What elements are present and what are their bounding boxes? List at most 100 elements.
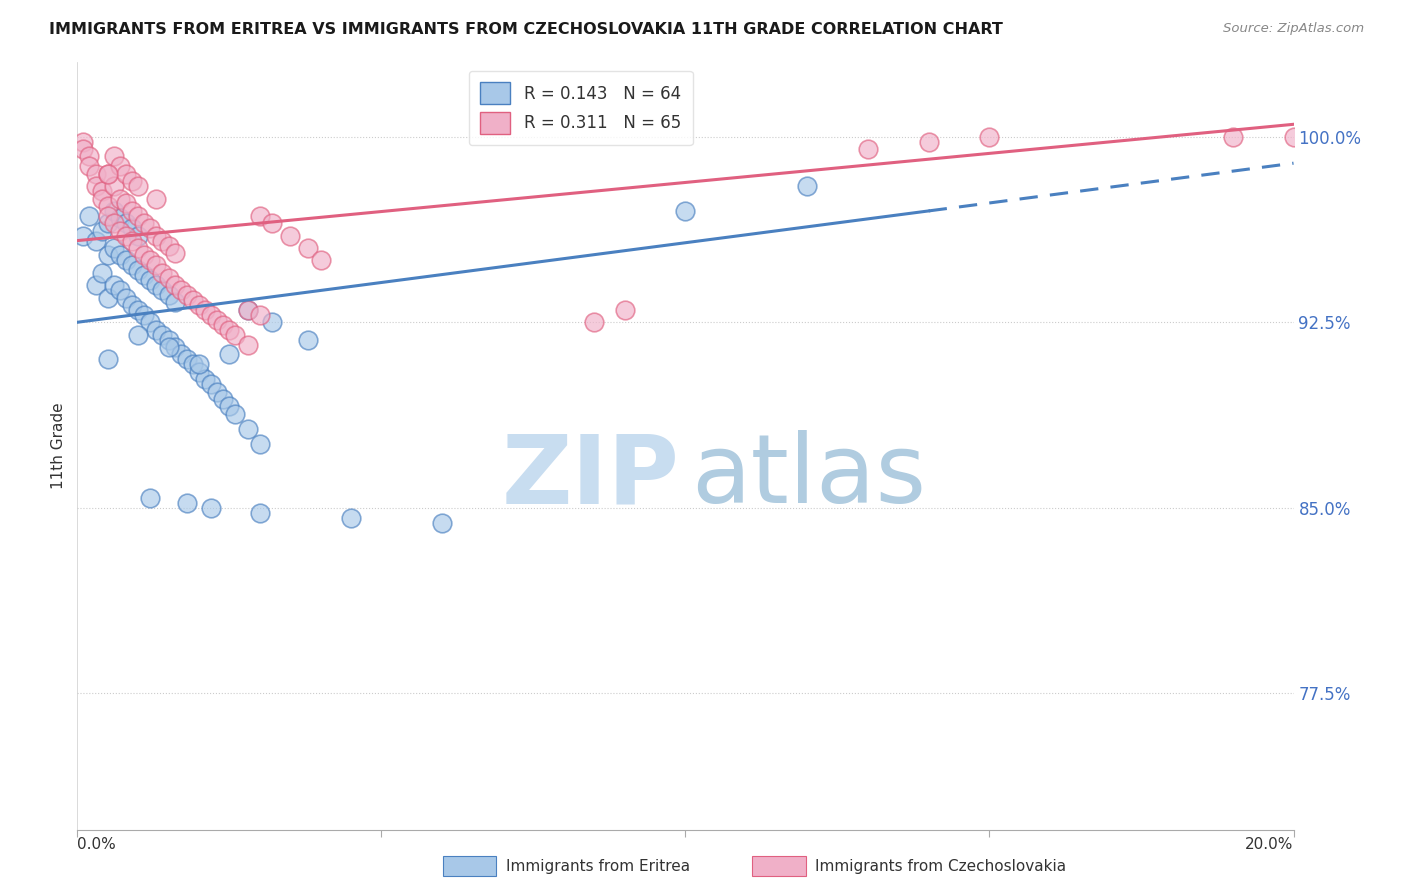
- Point: [134, 308, 156, 322]
- Point: [108, 283, 131, 297]
- Point: [297, 241, 319, 255]
- Point: [108, 211, 131, 226]
- Point: [157, 270, 180, 285]
- Text: 0.0%: 0.0%: [77, 837, 117, 852]
- Point: [84, 278, 107, 293]
- Point: [145, 192, 167, 206]
- Point: [200, 308, 222, 322]
- Point: [145, 258, 167, 272]
- Point: [979, 129, 1001, 144]
- Point: [1222, 129, 1244, 144]
- Point: [236, 302, 259, 317]
- Point: [115, 167, 138, 181]
- Point: [205, 384, 228, 399]
- Point: [218, 323, 240, 337]
- Point: [249, 506, 271, 520]
- Point: [121, 298, 143, 312]
- Point: [145, 278, 167, 293]
- Point: [84, 167, 107, 181]
- Point: [115, 228, 138, 243]
- Point: [127, 327, 149, 342]
- Point: [157, 340, 180, 354]
- Point: [249, 209, 271, 223]
- Point: [163, 295, 186, 310]
- Point: [139, 491, 162, 505]
- Point: [297, 333, 319, 347]
- Point: [103, 278, 125, 293]
- Text: ZIP: ZIP: [502, 430, 679, 524]
- Point: [340, 510, 363, 524]
- Point: [176, 288, 198, 302]
- Point: [856, 142, 879, 156]
- Point: [103, 149, 125, 163]
- Point: [97, 291, 120, 305]
- Point: [103, 216, 125, 230]
- Point: [163, 340, 186, 354]
- Point: [188, 365, 211, 379]
- Point: [103, 179, 125, 194]
- Point: [103, 241, 125, 255]
- Text: Immigrants from Czechoslovakia: Immigrants from Czechoslovakia: [815, 859, 1067, 873]
- Point: [157, 238, 180, 252]
- Point: [918, 135, 941, 149]
- Point: [134, 268, 156, 283]
- Point: [108, 224, 131, 238]
- Point: [97, 216, 120, 230]
- Point: [583, 315, 606, 329]
- Point: [152, 266, 174, 280]
- Point: [121, 203, 143, 218]
- Text: Immigrants from Eritrea: Immigrants from Eritrea: [506, 859, 690, 873]
- Point: [121, 174, 143, 188]
- Point: [121, 258, 143, 272]
- Point: [194, 372, 217, 386]
- Text: atlas: atlas: [692, 430, 927, 524]
- Point: [249, 308, 271, 322]
- Point: [205, 313, 228, 327]
- Point: [236, 302, 259, 317]
- Point: [176, 496, 198, 510]
- Point: [108, 248, 131, 262]
- Point: [249, 436, 271, 450]
- Point: [170, 347, 193, 361]
- Point: [115, 253, 138, 268]
- Point: [218, 400, 240, 414]
- Point: [176, 352, 198, 367]
- Point: [90, 224, 112, 238]
- Point: [139, 221, 162, 235]
- Point: [152, 234, 174, 248]
- Point: [613, 302, 636, 317]
- Point: [97, 209, 120, 223]
- Point: [97, 167, 120, 181]
- Point: [145, 228, 167, 243]
- Point: [675, 203, 697, 218]
- Point: [72, 142, 94, 156]
- Legend: R = 0.143   N = 64, R = 0.311   N = 65: R = 0.143 N = 64, R = 0.311 N = 65: [468, 70, 693, 145]
- Point: [127, 263, 149, 277]
- Point: [97, 248, 120, 262]
- Point: [72, 135, 94, 149]
- Point: [260, 216, 283, 230]
- Point: [79, 149, 101, 163]
- Point: [127, 228, 149, 243]
- Point: [134, 248, 156, 262]
- Point: [90, 266, 112, 280]
- Point: [163, 246, 186, 260]
- Point: [127, 179, 149, 194]
- Point: [212, 318, 235, 332]
- Point: [90, 192, 112, 206]
- Point: [127, 302, 149, 317]
- Point: [200, 500, 222, 515]
- Point: [145, 323, 167, 337]
- Point: [181, 357, 204, 371]
- Point: [108, 160, 131, 174]
- Point: [79, 160, 101, 174]
- Point: [224, 407, 246, 421]
- Point: [309, 253, 332, 268]
- Point: [152, 283, 174, 297]
- Point: [84, 179, 107, 194]
- Point: [97, 167, 120, 181]
- Point: [115, 291, 138, 305]
- Text: Source: ZipAtlas.com: Source: ZipAtlas.com: [1223, 22, 1364, 36]
- Point: [139, 253, 162, 268]
- Point: [139, 315, 162, 329]
